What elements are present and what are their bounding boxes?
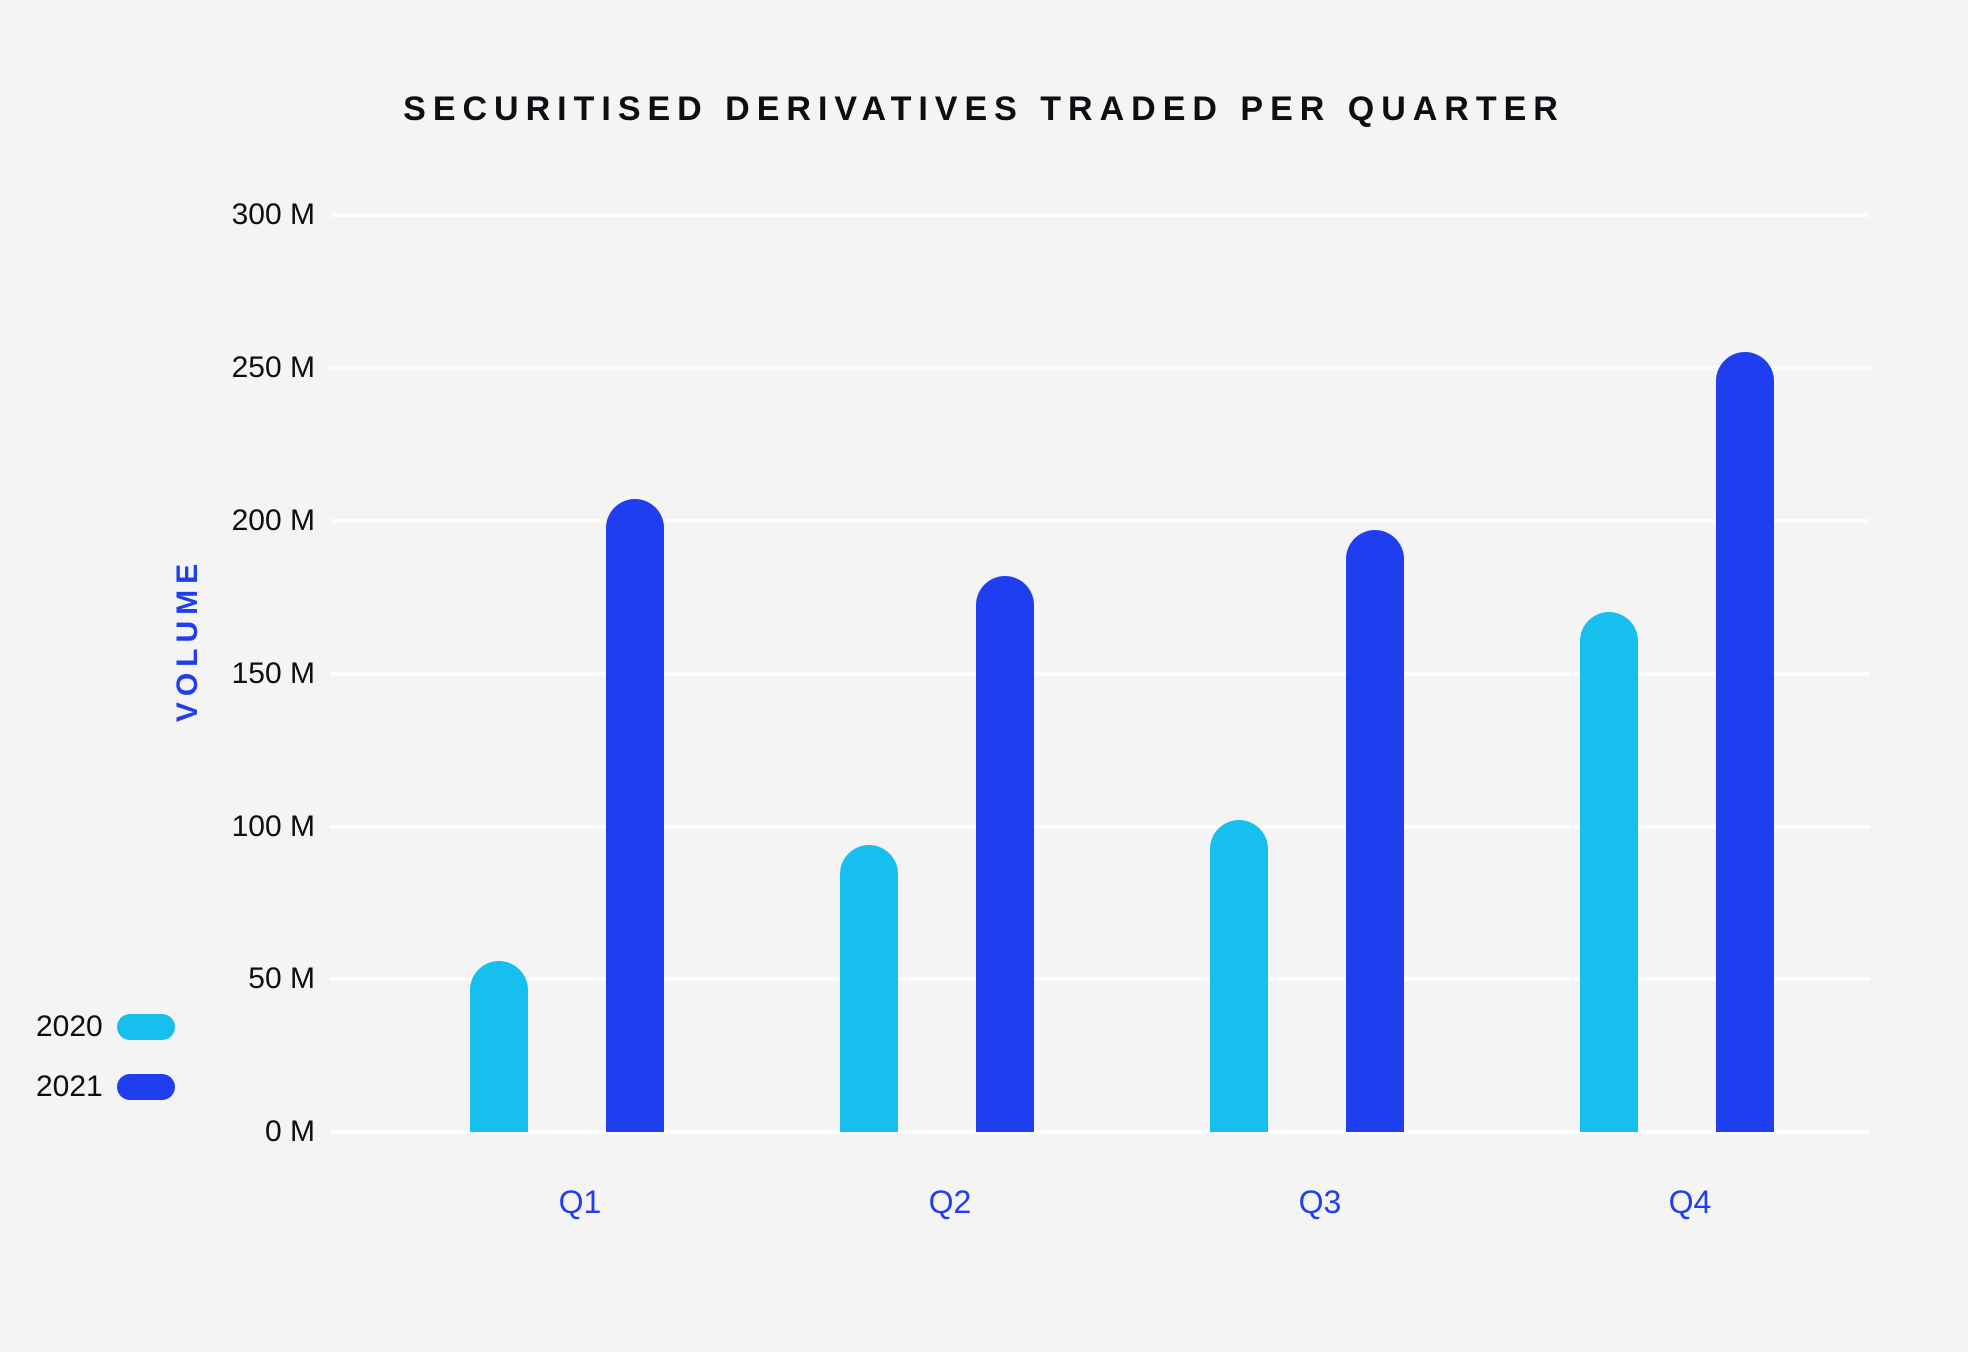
legend-label-2020: 2020 — [36, 1010, 103, 1044]
legend-item-2021: 2021 — [36, 1070, 175, 1104]
ytick-250: 250 M — [225, 351, 315, 385]
gridline-0 — [330, 1130, 1870, 1134]
bar-2021-q3 — [1346, 530, 1404, 1132]
xtick-q1: Q1 — [530, 1184, 630, 1221]
ytick-100: 100 M — [225, 810, 315, 844]
xtick-q3: Q3 — [1270, 1184, 1370, 1221]
bar-2020-q3 — [1210, 820, 1268, 1132]
ytick-0: 0 M — [225, 1115, 315, 1149]
bar-2020-q4 — [1580, 612, 1638, 1132]
chart-title: SECURITISED DERIVATIVES TRADED PER QUART… — [0, 90, 1968, 129]
ytick-300: 300 M — [225, 198, 315, 232]
ytick-200: 200 M — [225, 504, 315, 538]
gridline-100 — [330, 825, 1870, 829]
ytick-150: 150 M — [225, 657, 315, 691]
bar-2021-q1 — [606, 499, 664, 1132]
y-axis-label: VOLUME — [171, 558, 205, 722]
gridline-200 — [330, 519, 1870, 523]
ytick-50: 50 M — [225, 962, 315, 996]
xtick-q2: Q2 — [900, 1184, 1000, 1221]
chart-container: SECURITISED DERIVATIVES TRADED PER QUART… — [0, 0, 1968, 1352]
gridline-300 — [330, 213, 1870, 217]
bar-2020-q2 — [840, 845, 898, 1132]
legend-item-2020: 2020 — [36, 1010, 175, 1044]
legend: 2020 2021 — [36, 1010, 175, 1130]
gridline-50 — [330, 977, 1870, 981]
legend-swatch-2021 — [117, 1074, 175, 1100]
bar-2021-q4 — [1716, 352, 1774, 1132]
xtick-q4: Q4 — [1640, 1184, 1740, 1221]
bar-2020-q1 — [470, 961, 528, 1132]
gridline-150 — [330, 672, 1870, 676]
bar-2021-q2 — [976, 576, 1034, 1132]
legend-swatch-2020 — [117, 1014, 175, 1040]
plot-area — [330, 215, 1870, 1132]
legend-label-2021: 2021 — [36, 1070, 103, 1104]
gridline-250 — [330, 366, 1870, 370]
